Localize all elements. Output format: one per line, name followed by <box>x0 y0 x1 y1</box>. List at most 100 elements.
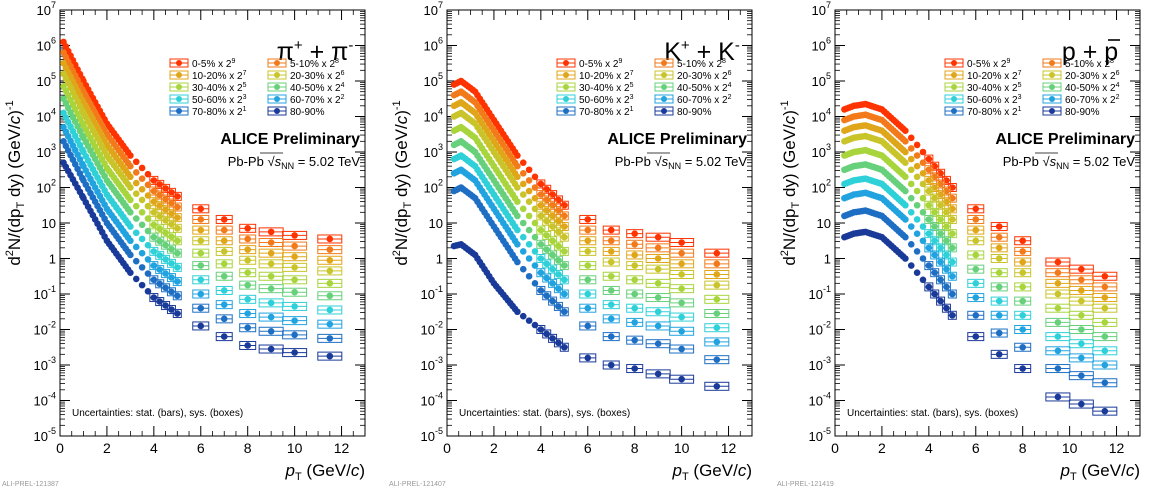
data-point <box>678 299 685 307</box>
data-point <box>995 255 1003 262</box>
data-point <box>127 196 134 204</box>
data-point <box>132 202 140 210</box>
legend-marker <box>176 72 182 78</box>
data-point <box>267 299 275 307</box>
data-point <box>132 257 140 265</box>
data-point <box>1019 343 1026 351</box>
uncertainties-note: Uncertainties: stat. (bars), sys. (boxes… <box>847 408 1018 419</box>
data-point <box>132 169 140 176</box>
ylabel-c: c <box>392 115 411 124</box>
y-tick-label: 10-5 <box>809 426 831 444</box>
series-10-20% <box>841 122 1118 303</box>
y-tick-exponent: -4 <box>823 391 831 401</box>
legend-label: 70-80% x 21 <box>967 106 1022 118</box>
data-point <box>519 312 527 320</box>
legend-marker <box>274 84 280 90</box>
series-70-80% <box>60 138 343 343</box>
y-tick-exponent: 6 <box>51 36 56 46</box>
y-tick-label: 102 <box>37 178 56 196</box>
y-tick-base: 10 <box>809 429 823 444</box>
legend-marker <box>951 108 957 114</box>
x-axis-label: pT (GeV/c) <box>672 461 753 483</box>
data-point <box>514 226 521 234</box>
data-point <box>972 265 980 273</box>
data-point <box>197 205 205 213</box>
data-point <box>925 155 933 163</box>
data-point <box>174 264 181 271</box>
data-point <box>1019 297 1026 305</box>
data-point <box>514 308 521 316</box>
data-point <box>326 352 334 360</box>
data-point <box>1019 365 1026 372</box>
series-40-50% <box>841 161 1118 342</box>
legend-label-text: 5-10% x 2 <box>1065 59 1110 70</box>
legend-exponent: 2 <box>1116 94 1120 101</box>
panel-2: 10-510-410-310-210-111010210310410510610… <box>389 0 753 488</box>
data-point <box>561 248 568 255</box>
data-point <box>197 237 205 245</box>
y-tick-base: 10 <box>812 181 826 196</box>
data-point <box>1054 393 1062 401</box>
legend-label: 10-20% x 27 <box>192 70 247 82</box>
data-point <box>267 327 275 335</box>
data-point <box>127 184 134 191</box>
data-point <box>326 256 334 264</box>
y-tick-label: 10-3 <box>421 355 443 373</box>
data-point <box>531 248 539 255</box>
y-tick-base: 1 <box>49 252 56 267</box>
data-point <box>931 290 939 298</box>
y-tick-base: 10 <box>809 287 823 302</box>
legend-marker <box>661 84 667 90</box>
legend-exponent: 4 <box>341 82 345 89</box>
energy-value: = 5.02 TeV <box>294 154 360 169</box>
data-point <box>1078 265 1085 273</box>
data-point <box>267 285 275 292</box>
legend-exponent: 8 <box>335 58 339 65</box>
title-part: + π <box>303 38 349 66</box>
data-point <box>525 226 533 234</box>
y-tick-base: 10 <box>812 3 826 18</box>
data-point <box>949 216 956 223</box>
data-point <box>519 180 527 188</box>
data-point <box>197 249 205 257</box>
y-tick-base: 10 <box>34 287 48 302</box>
data-point <box>291 303 298 310</box>
data-point <box>514 258 521 266</box>
xlabel-part: ) <box>746 461 752 480</box>
legend-label: 20-30% x 26 <box>1065 70 1120 82</box>
x-tick-label: 12 <box>334 440 350 456</box>
data-point <box>919 209 927 216</box>
legend-label-text: 50-60% x 2 <box>192 95 243 106</box>
data-point <box>525 187 533 195</box>
y-tick-label: 10-2 <box>34 320 56 338</box>
data-point <box>519 205 527 213</box>
data-point <box>267 272 275 280</box>
data-point <box>519 159 527 166</box>
y-tick-label: 103 <box>424 142 443 160</box>
data-point <box>220 237 228 245</box>
legend-label-text: 60-70% x 2 <box>1065 95 1116 106</box>
legend-label-text: 40-50% x 2 <box>290 83 341 94</box>
y-tick-exponent: 7 <box>51 0 56 10</box>
data-point <box>138 175 146 182</box>
data-point <box>972 216 980 223</box>
legend-label: 80-90% <box>677 107 712 118</box>
y-tick-exponent: -5 <box>823 426 831 436</box>
data-point <box>607 333 615 340</box>
y-tick-base: 10 <box>421 287 435 302</box>
ylabel-part: d <box>5 256 24 265</box>
y-tick-label: 10-2 <box>421 320 443 338</box>
data-point <box>514 184 521 191</box>
y-tick-label: 10-3 <box>34 355 56 373</box>
data-point <box>244 256 251 264</box>
legend-label-text: 0-5% x 2 <box>579 59 619 70</box>
legend-marker <box>563 84 569 90</box>
data-point <box>713 338 721 346</box>
data-point <box>995 244 1003 252</box>
legend-label-text: 10-20% x 2 <box>967 71 1018 82</box>
data-point <box>902 201 909 209</box>
data-point <box>913 141 921 149</box>
y-tick-exponent: -1 <box>48 284 56 294</box>
legend-label-text: 0-5% x 2 <box>192 59 232 70</box>
data-point <box>244 246 251 253</box>
